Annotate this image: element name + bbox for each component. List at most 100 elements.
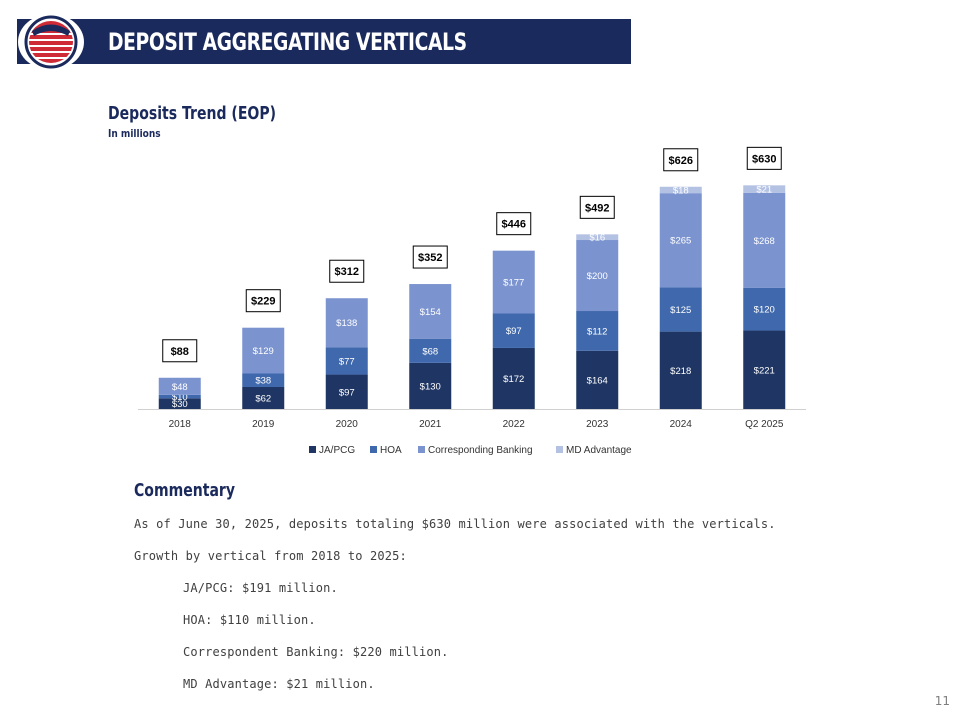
- commentary-item-md-advantage: MD Advantage: $21 million.: [183, 677, 375, 691]
- bar-hoa-2021: [409, 338, 452, 363]
- bar-ja-pcg-2018: [158, 398, 201, 409]
- bar-corresponding-banking-2022: [492, 250, 535, 314]
- data-label: $48: [172, 382, 188, 393]
- bar-ja-pcg-2019: [242, 386, 285, 409]
- data-label: $18: [673, 185, 689, 196]
- bar-corresponding-banking-2021: [409, 284, 452, 339]
- total-label: $229: [251, 296, 275, 308]
- commentary-intro: As of June 30, 2025, deposits totaling $…: [134, 517, 776, 531]
- data-label: $16: [589, 233, 605, 244]
- legend-label: Corresponding Banking: [428, 445, 533, 456]
- x-tick-label: 2020: [336, 419, 359, 430]
- bar-hoa-2020: [325, 347, 368, 375]
- data-label: $112: [587, 326, 607, 337]
- data-label: $62: [255, 393, 271, 404]
- x-tick-label: 2023: [586, 419, 609, 430]
- data-label: $10: [172, 392, 188, 403]
- data-label: $200: [587, 271, 608, 282]
- logo-icon: [24, 15, 78, 69]
- bar-ja-pcg-2023: [576, 350, 619, 409]
- bar-corresponding-banking-2023: [576, 240, 619, 312]
- total-box: [245, 289, 281, 313]
- total-box: [746, 146, 782, 170]
- data-label: $21: [756, 185, 772, 196]
- bar-hoa-2019: [242, 373, 285, 387]
- x-tick-label: 2019: [252, 419, 275, 430]
- company-logo: [18, 14, 84, 70]
- data-label: $265: [670, 236, 691, 247]
- data-label: $268: [754, 236, 775, 247]
- legend-swatch: [418, 446, 425, 453]
- legend-swatch: [309, 446, 316, 453]
- data-label: $172: [503, 374, 524, 385]
- data-label: $38: [255, 376, 271, 387]
- x-tick-label: 2018: [169, 419, 192, 430]
- total-box: [496, 212, 532, 236]
- bar-hoa-2022: [492, 313, 535, 348]
- total-label: $492: [585, 202, 609, 214]
- data-label: $164: [587, 375, 608, 386]
- x-tick-label: 2022: [503, 419, 526, 430]
- data-label: $30: [172, 399, 188, 410]
- bar-ja-pcg-2022: [492, 347, 535, 409]
- x-tick-label: 2021: [419, 419, 442, 430]
- data-label: $125: [670, 305, 691, 316]
- bar-ja-pcg-2021: [409, 362, 452, 409]
- data-label: $77: [339, 356, 355, 367]
- bar-corresponding-banking-2019: [242, 327, 285, 374]
- total-label: $88: [171, 346, 189, 358]
- total-label: $446: [502, 219, 526, 231]
- total-box: [162, 339, 198, 363]
- data-label: $129: [253, 346, 274, 357]
- total-label: $352: [418, 252, 442, 264]
- data-label: $218: [670, 366, 691, 377]
- total-box: [579, 195, 615, 219]
- data-label: $130: [420, 381, 441, 392]
- bar-hoa-2023: [576, 311, 619, 351]
- commentary-item-hoa: HOA: $110 million.: [183, 613, 316, 627]
- bar-hoa-q2-2025: [743, 287, 786, 331]
- total-box: [329, 259, 365, 283]
- bar-ja-pcg-q2-2025: [743, 330, 786, 409]
- legend-label: HOA: [380, 445, 402, 456]
- chart-title: Deposits Trend (EOP): [108, 103, 277, 124]
- bar-corresponding-banking-2020: [325, 298, 368, 348]
- total-label: $630: [752, 153, 776, 165]
- data-label: $120: [754, 305, 775, 316]
- data-label: $138: [336, 318, 357, 329]
- commentary-item-jpa: JA/PCG: $191 million.: [183, 581, 338, 595]
- bar-hoa-2018: [158, 394, 201, 399]
- x-tick-label: 2024: [670, 419, 693, 430]
- data-label: $154: [420, 307, 441, 318]
- data-label: $68: [422, 346, 438, 357]
- bar-corresponding-banking-2024: [659, 193, 702, 288]
- deposits-trend-chart: $30$10$48 $88 2018 $62 $38 $129 $229 2019 $97 $77…: [138, 146, 806, 456]
- total-label: $626: [669, 155, 693, 167]
- commentary-item-correspondent-banking: Correspondent Banking: $220 million.: [183, 645, 449, 659]
- bar-corresponding-banking-2018: [158, 377, 201, 395]
- bar-ja-pcg-2024: [659, 331, 702, 409]
- legend-swatch: [556, 446, 563, 453]
- total-label: $312: [335, 266, 359, 278]
- page-number: 11: [934, 694, 950, 708]
- data-label: $97: [339, 387, 355, 398]
- data-label: $221: [754, 365, 775, 376]
- title-bar: [0, 19, 631, 64]
- bar-md-advantage-2024: [659, 186, 702, 194]
- bar-ja-pcg-2020: [325, 374, 368, 409]
- total-box: [412, 245, 448, 269]
- title-bar-tab: [0, 19, 17, 64]
- legend-swatch: [370, 446, 377, 453]
- commentary-title: Commentary: [134, 480, 235, 501]
- total-box: [663, 148, 699, 172]
- page-title: DEPOSIT AGGREGATING VERTICALS: [108, 28, 467, 56]
- bar-md-advantage-2023: [576, 234, 619, 241]
- bar-corresponding-banking-q2-2025: [743, 192, 786, 288]
- data-label: $177: [503, 278, 524, 289]
- legend-label: MD Advantage: [566, 445, 632, 456]
- data-label: $97: [506, 326, 522, 337]
- bar-md-advantage-q2-2025: [743, 185, 786, 193]
- x-tick-label: Q2 2025: [745, 419, 784, 430]
- legend-label: JA/PCG: [319, 445, 355, 456]
- chart-subtitle: In millions: [108, 127, 161, 140]
